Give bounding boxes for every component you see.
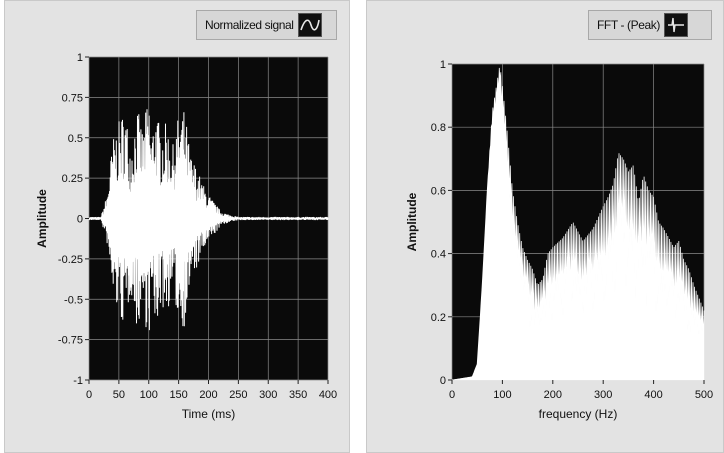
legend-label: Normalized signal: [205, 18, 294, 32]
time-signal-chart: 0 50 100 150 200 250 300 350 400 -1 -0.75 -0.5 -0.25…: [35, 52, 337, 421]
signal-y-tick-label: -1: [73, 375, 83, 387]
signal-x-tick-label: 0: [86, 389, 92, 401]
signal-y-tick-label: 0: [77, 214, 83, 226]
fft-x-tick-label: 300: [594, 389, 612, 401]
fft-series-area: [451, 67, 705, 381]
signal-y-tick-label: -0.5: [64, 294, 83, 306]
signal-y-axis-title: Amplitude: [35, 189, 49, 248]
legend-label: FFT - (Peak): [597, 18, 660, 32]
signal-series-line: [88, 109, 329, 331]
fft-y-tick-label: 0.6: [431, 185, 446, 197]
signal-y-tick-label: 0.75: [62, 92, 83, 104]
line-plot-icon: [663, 13, 688, 37]
signal-x-tick-label: 150: [169, 389, 187, 401]
legend-fft-peak[interactable]: FFT - (Peak): [588, 10, 712, 40]
fft-chart: 0 100 200 300 400 500 0 0.2 0.4 0.6 0.8 1 frequency …: [405, 59, 713, 421]
line-plot-icon: [297, 13, 322, 37]
fft-y-tick-label: 0.8: [431, 122, 446, 134]
signal-y-tick-label: 1: [77, 52, 83, 64]
fft-y-tick-label: 0: [440, 375, 446, 387]
signal-x-axis-title: Time (ms): [182, 407, 236, 421]
fft-x-tick-label: 100: [493, 389, 511, 401]
signal-x-tick-label: 100: [140, 389, 158, 401]
signal-x-tick-label: 400: [319, 389, 337, 401]
signal-y-tick-label: 0.5: [68, 133, 83, 145]
signal-x-tick-label: 300: [259, 389, 277, 401]
fft-y-axis-title: Amplitude: [405, 192, 419, 251]
signal-x-tick-label: 50: [113, 389, 125, 401]
fft-x-tick-label: 400: [644, 389, 662, 401]
fft-y-tick-label: 1: [440, 59, 446, 71]
signal-x-tick-label: 350: [289, 389, 307, 401]
fft-x-tick-label: 500: [695, 389, 713, 401]
legend-normalized-signal[interactable]: Normalized signal: [196, 10, 337, 40]
signal-y-tick-label: -0.75: [58, 335, 83, 347]
signal-y-tick-label: -0.25: [58, 254, 83, 266]
fft-x-tick-label: 0: [449, 389, 455, 401]
signal-x-tick-label: 200: [199, 389, 217, 401]
fft-y-tick-label: 0.4: [431, 249, 446, 261]
fft-x-axis-title: frequency (Hz): [539, 407, 618, 421]
signal-x-tick-label: 250: [229, 389, 247, 401]
signal-y-tick-label: 0.25: [62, 173, 83, 185]
fft-y-tick-label: 0.2: [431, 312, 446, 324]
fft-x-tick-label: 200: [544, 389, 562, 401]
